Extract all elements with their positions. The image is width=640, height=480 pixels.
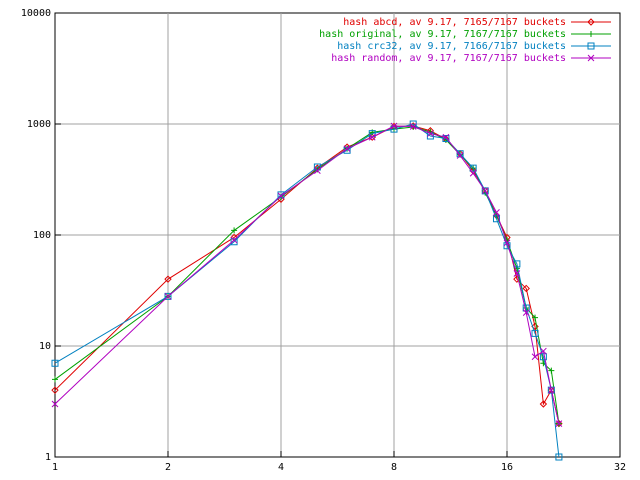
marker bbox=[390, 122, 398, 130]
marker bbox=[587, 54, 595, 62]
series-line bbox=[54, 123, 560, 458]
marker bbox=[277, 192, 285, 200]
marker bbox=[587, 42, 595, 50]
series-line bbox=[54, 125, 560, 424]
marker bbox=[555, 420, 563, 427]
legend-label: hash original, av 9.17, 7167/7167 bucket… bbox=[319, 29, 566, 40]
marker bbox=[531, 322, 539, 331]
marker bbox=[52, 376, 58, 383]
legend-label: hash abcd, av 9.17, 7165/7167 buckets bbox=[343, 17, 566, 28]
marker bbox=[456, 150, 464, 158]
marker bbox=[164, 275, 172, 283]
legend-label: hash crc32, av 9.17, 7166/7167 buckets bbox=[337, 41, 566, 52]
x-tick-label: 32 bbox=[614, 462, 626, 473]
x-tick-label: 8 bbox=[391, 462, 397, 473]
marker bbox=[513, 270, 521, 277]
marker bbox=[555, 453, 563, 461]
marker bbox=[522, 304, 530, 312]
y-tick-label: 100 bbox=[33, 230, 51, 241]
marker bbox=[51, 400, 59, 408]
marker bbox=[164, 293, 172, 300]
marker bbox=[531, 329, 539, 337]
marker bbox=[547, 386, 555, 394]
x-tick-label: 16 bbox=[501, 462, 513, 473]
legend-label: hash random, av 9.17, 7167/7167 buckets bbox=[331, 53, 566, 64]
marker bbox=[539, 400, 548, 408]
series-line bbox=[54, 126, 560, 424]
x-tick-label: 2 bbox=[165, 462, 171, 473]
marker bbox=[456, 152, 464, 159]
marker bbox=[409, 123, 417, 130]
marker bbox=[522, 309, 530, 316]
marker bbox=[368, 133, 376, 141]
x-tick-label: 4 bbox=[278, 462, 284, 473]
x-tick-label: 1 bbox=[52, 462, 58, 473]
marker bbox=[555, 419, 563, 428]
marker bbox=[522, 284, 530, 293]
marker bbox=[532, 314, 539, 321]
marker bbox=[469, 169, 477, 177]
marker bbox=[51, 386, 59, 394]
y-tick-label: 1000 bbox=[27, 119, 51, 130]
marker bbox=[343, 145, 351, 152]
marker bbox=[481, 187, 489, 195]
marker bbox=[442, 133, 450, 141]
y-tick-label: 10 bbox=[39, 341, 51, 352]
marker bbox=[427, 130, 434, 137]
marker bbox=[503, 242, 511, 250]
series-line bbox=[54, 125, 560, 424]
marker bbox=[314, 167, 321, 174]
marker bbox=[503, 239, 511, 247]
y-tick-label: 1 bbox=[45, 452, 51, 463]
marker bbox=[231, 227, 238, 234]
marker bbox=[230, 236, 238, 244]
marker bbox=[531, 353, 539, 361]
marker bbox=[587, 18, 595, 26]
marker bbox=[588, 31, 594, 37]
marker bbox=[277, 191, 285, 199]
y-tick-label: 10000 bbox=[21, 8, 51, 19]
marker bbox=[481, 187, 489, 195]
marker bbox=[409, 120, 417, 128]
marker bbox=[51, 359, 59, 367]
marker bbox=[548, 367, 555, 374]
marker bbox=[540, 347, 547, 355]
marker bbox=[493, 208, 500, 216]
